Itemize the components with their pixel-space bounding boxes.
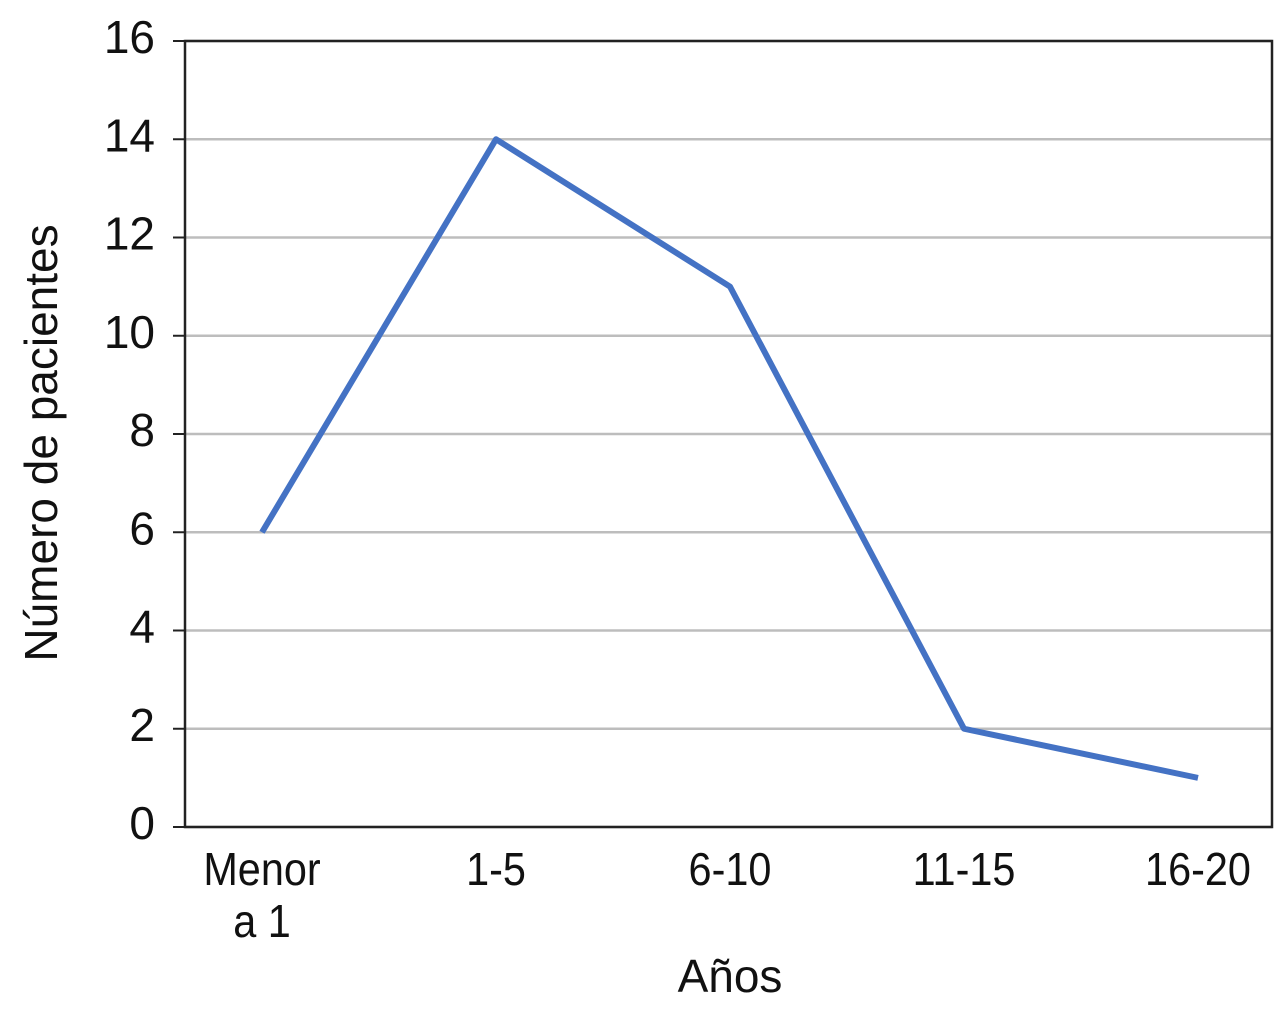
y-tick-label: 0 [129,797,155,849]
y-tick-label: 6 [129,502,155,554]
y-tick-label: 14 [104,109,155,161]
y-tick-label: 10 [104,306,155,358]
x-tick-label: 11-15 [912,843,1016,895]
x-tick-label: 16-20 [1145,843,1251,895]
x-tick-label: 6-10 [688,843,772,895]
y-tick-label: 16 [104,11,155,63]
y-axis-label: Número de pacientes [15,224,67,661]
y-tick-label: 8 [129,404,155,456]
y-tick-label: 2 [129,699,155,751]
plot-frame [183,39,1274,829]
x-tick-label: 1-5 [466,843,526,895]
x-axis-label: Años [678,950,783,1002]
line-series [259,136,1199,781]
y-tick-label: 12 [104,208,155,260]
y-tick-label: 4 [129,601,155,653]
x-tick-label: Menor a 1 [203,843,321,947]
